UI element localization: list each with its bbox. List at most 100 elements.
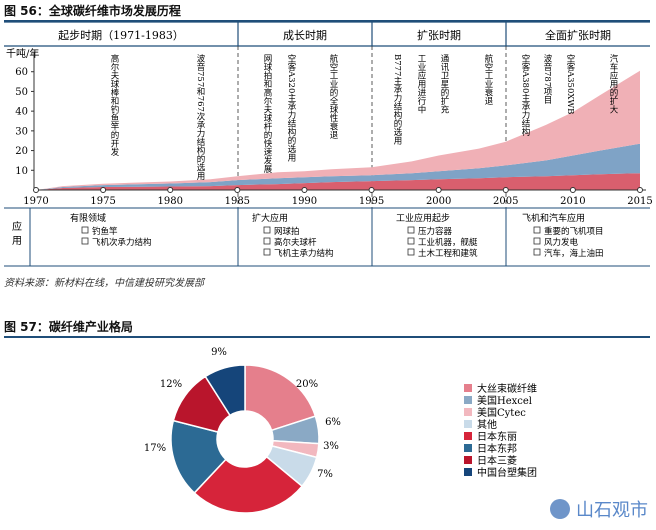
axis-layer: 10 20 30 40 50 60 1970 1975 1980 1985 1990 1995 2000… bbox=[15, 52, 653, 207]
pie-value-label: 3% bbox=[323, 441, 339, 452]
annotation-10: 空客A380主承力结构 bbox=[520, 53, 530, 136]
application-item: 飞机主承力结构 bbox=[274, 248, 334, 259]
checkbox-icon bbox=[263, 237, 271, 245]
area-series-1 bbox=[36, 173, 640, 190]
legend-swatch bbox=[464, 396, 472, 404]
x-tick-label: 1970 bbox=[23, 196, 48, 207]
annotation-3: 网球拍和高尔夫球杆的快速发展 bbox=[262, 54, 272, 174]
checkbox-icon bbox=[407, 226, 415, 234]
figure-57-top-rule bbox=[4, 336, 650, 338]
pie-slice-6 bbox=[170, 419, 227, 495]
phase-label-full-expansion: 全面扩张时期 bbox=[545, 28, 611, 42]
legend-swatch bbox=[464, 456, 472, 464]
annotation-8: 通讯卫星的扩充 bbox=[439, 53, 449, 114]
application-group-title: 扩大应用 bbox=[252, 212, 288, 224]
phase-label-growth: 成长时期 bbox=[283, 29, 327, 42]
pie-value-label: 12% bbox=[160, 379, 182, 390]
application-header-char-1: 应 bbox=[12, 220, 22, 233]
checkbox-icon bbox=[263, 226, 271, 234]
phase-label-expansion: 扩张时期 bbox=[417, 28, 461, 42]
application-item: 重要的飞机项目 bbox=[544, 226, 604, 237]
x-tick-marker bbox=[569, 187, 576, 193]
phase-dividers bbox=[4, 22, 650, 47]
area-series-3 bbox=[36, 70, 640, 190]
x-tick-label: 1995 bbox=[359, 196, 384, 207]
pie-value-label: 6% bbox=[325, 417, 341, 428]
annotation-1: 高尔夫球棒和钓鱼竿的开发 bbox=[109, 53, 119, 157]
x-tick-marker bbox=[234, 187, 241, 193]
figure-56-source: 资料来源：新材料在线，中信建投研究发展部 bbox=[4, 278, 204, 289]
annotation-11: 波音787项目 bbox=[542, 53, 552, 105]
application-group-title: 工业应用起步 bbox=[396, 212, 450, 224]
annotation-9: 航空工业衰退 bbox=[483, 53, 493, 106]
legend-label: 其他 bbox=[477, 418, 497, 431]
pie-slice-8 bbox=[204, 364, 246, 417]
legend-label: 日本东邦 bbox=[477, 442, 517, 455]
checkbox-icon bbox=[533, 248, 541, 256]
application-item: 风力发电 bbox=[544, 237, 579, 248]
figure-57-title: 图 57：碳纤维产业格局 bbox=[4, 320, 133, 334]
x-tick-label: 1975 bbox=[90, 196, 115, 207]
legend-label: 美国Hexcel bbox=[477, 394, 532, 407]
x-tick-marker bbox=[637, 187, 643, 193]
pie-slice-5 bbox=[193, 455, 304, 514]
y-tick-label: 50 bbox=[15, 87, 28, 98]
y-tick-label: 60 bbox=[15, 67, 28, 78]
pie-value-label: 9% bbox=[211, 347, 227, 358]
application-group-title: 有限领域 bbox=[70, 212, 106, 224]
y-axis-title: 千吨/年 bbox=[6, 47, 39, 60]
annotation-6: B777主承力结构的选用 bbox=[392, 54, 402, 145]
checkbox-icon bbox=[407, 237, 415, 245]
checkbox-icon bbox=[81, 237, 89, 245]
legend-swatch bbox=[464, 408, 472, 416]
pie-legend: 大丝束碳纤维美国Hexcel美国Cytec其他日本东丽日本东邦日本三菱中国台塑集… bbox=[464, 382, 537, 479]
x-tick-marker bbox=[368, 187, 375, 193]
watermark-text: 山石观市 bbox=[576, 500, 648, 521]
legend-label: 日本东丽 bbox=[477, 430, 517, 443]
phase-label-startup: 起步时期（1971-1983） bbox=[58, 29, 184, 42]
legend-swatch bbox=[464, 384, 472, 392]
pie-value-label: 20% bbox=[296, 379, 318, 390]
application-item: 钓鱼竿 bbox=[92, 226, 118, 237]
checkbox-icon bbox=[81, 226, 89, 234]
legend-swatch bbox=[464, 432, 472, 440]
vertical-annotations: 高尔夫球棒和钓鱼竿的开发 波音757和767次承力结构的选用 网球拍和高尔夫球杆的快… bbox=[109, 53, 618, 180]
x-tick-marker bbox=[100, 187, 107, 193]
x-tick-marker bbox=[435, 187, 442, 193]
x-tick-marker bbox=[502, 187, 509, 193]
pie-slice-1 bbox=[244, 364, 317, 432]
checkbox-icon bbox=[533, 226, 541, 234]
pie-value-label: 17% bbox=[144, 443, 166, 454]
checkbox-icon bbox=[407, 248, 415, 256]
legend-swatch bbox=[464, 468, 472, 476]
legend-label: 中国台塑集团 bbox=[477, 466, 537, 479]
application-item: 土木工程和建筑 bbox=[418, 248, 478, 259]
application-item: 网球拍 bbox=[274, 226, 300, 237]
x-tick-label: 2010 bbox=[560, 196, 585, 207]
x-tick-marker bbox=[33, 187, 39, 193]
legend-label: 大丝束碳纤维 bbox=[477, 382, 537, 395]
application-item: 压力容器 bbox=[418, 226, 453, 237]
application-header-char-2: 用 bbox=[12, 236, 22, 247]
area-series-2 bbox=[36, 143, 640, 190]
legend-label: 美国Cytec bbox=[477, 406, 526, 419]
x-tick-label: 2000 bbox=[426, 196, 451, 207]
annotation-2: 波音757和767次承力结构的选用 bbox=[195, 53, 205, 180]
annotation-4: 空客A320主承力结构的选用 bbox=[286, 53, 296, 162]
annotation-13: 汽车应用的扩大 bbox=[608, 53, 618, 114]
figure-56-top-rule bbox=[4, 20, 650, 22]
watermark-logo-icon bbox=[550, 499, 570, 519]
application-group-title: 飞机和汽车应用 bbox=[522, 212, 585, 224]
pie-labels: 20%6%3%7%26%17%12%9% bbox=[144, 347, 341, 480]
application-item: 汽车，海上油田 bbox=[544, 248, 604, 259]
watermark: 山石观市 bbox=[550, 496, 648, 522]
pie-value-label: 7% bbox=[317, 469, 333, 480]
annotation-12: 空客A350XWB bbox=[565, 53, 575, 114]
application-table-lines bbox=[4, 207, 650, 267]
checkbox-icon bbox=[533, 237, 541, 245]
x-tick-label: 2005 bbox=[493, 196, 518, 207]
y-tick-label: 30 bbox=[15, 126, 28, 137]
area-series-layer bbox=[36, 70, 640, 190]
checkbox-icon bbox=[263, 248, 271, 256]
